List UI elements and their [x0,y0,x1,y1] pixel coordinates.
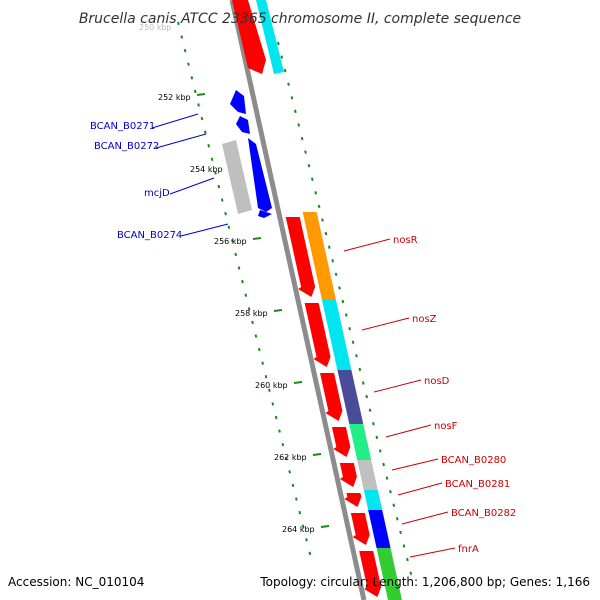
label-leader-line [343,238,391,252]
label-leader-line [401,511,449,525]
page-title: Brucella canis ATCC 23365 chromosome II,… [79,11,521,27]
label-leader-line [385,424,432,438]
gene-label-bcan_b0272[interactable]: BCAN_B0272 [94,141,159,152]
gene-label-fnra[interactable]: fnrA [458,544,479,555]
gene-label-bcan_b0281[interactable]: BCAN_B0281 [445,479,510,490]
gene-label-nosd[interactable]: nosD [424,376,450,387]
tick-label: 260 kbp [255,381,288,390]
gene-feature-nosf[interactable] [349,424,372,460]
sequence-backbone [229,0,367,600]
gene-feature-reverse[interactable] [258,210,272,218]
gene-feature-nosz[interactable] [322,300,352,370]
cds-feature[interactable] [339,463,357,487]
gc-track-inner [177,21,313,563]
gene-label-nosr[interactable]: nosR [393,235,418,246]
tick-label: 252 kbp [158,93,191,102]
label-leader-line [391,458,439,471]
label-leader-line [155,133,207,149]
gene-label-nosf[interactable]: nosF [434,421,458,432]
label-leader-line [169,177,215,195]
gene-label-bcan_b0280[interactable]: BCAN_B0280 [441,455,506,466]
gene-feature-reverse[interactable] [236,116,250,134]
gene-feature-bcan_b0281[interactable] [363,490,383,510]
gene-feature-reverse[interactable] [248,138,272,212]
gene-feature-bcan_b0280[interactable] [357,460,378,490]
tick-mark [320,525,330,528]
gene-label-bcan_b0271[interactable]: BCAN_B0271 [90,121,155,132]
label-leader-line [373,379,422,393]
gene-label-mcjd[interactable]: mcjD [144,188,170,199]
gene-label-nosz[interactable]: nosZ [412,314,437,325]
tick-label: 262 kbp [274,453,307,462]
tick-mark [293,381,303,384]
accession-text: Accession: NC_010104 [8,575,144,589]
gene-feature-bcan_b0282[interactable] [368,510,391,548]
partial-gene-top[interactable] [256,0,284,74]
gene-feature-nosr[interactable] [302,212,336,300]
tick-mark [273,309,283,312]
gene-feature-nosd[interactable] [337,370,364,424]
tick-label: 254 kbp [190,165,223,174]
label-leader-line [409,547,456,558]
cds-feature[interactable] [350,513,370,545]
label-leader-line [397,482,443,496]
tick-label: 256 kbp [214,237,247,246]
gene-feature-reverse[interactable] [230,90,246,114]
label-leader-line [361,317,410,331]
tick-mark [312,453,322,456]
cds-feature[interactable] [331,427,351,457]
gene-feature-fnra[interactable] [376,548,402,600]
gene-label-bcan_b0274[interactable]: BCAN_B0274 [117,230,182,241]
cds-feature[interactable] [304,303,331,367]
tick-label: 258 kbp [235,309,268,318]
label-leader-line [180,223,229,237]
cds-feature[interactable] [320,373,343,421]
label-leader-line [151,113,199,129]
gene-label-bcan_b0282[interactable]: BCAN_B0282 [451,508,516,519]
tick-label: 264 kbp [282,525,315,534]
gene-feature-grey[interactable] [222,140,252,214]
cds-feature[interactable] [359,551,382,597]
cds-feature[interactable] [285,217,316,297]
partial-cds-top[interactable] [232,0,266,74]
cds-feature[interactable] [344,493,362,507]
tick-label-250: 250 kbp [139,23,172,32]
tick-mark [252,237,262,240]
tick-mark [196,93,206,96]
summary-text: Topology: circular; Length: 1,206,800 bp… [259,575,590,589]
